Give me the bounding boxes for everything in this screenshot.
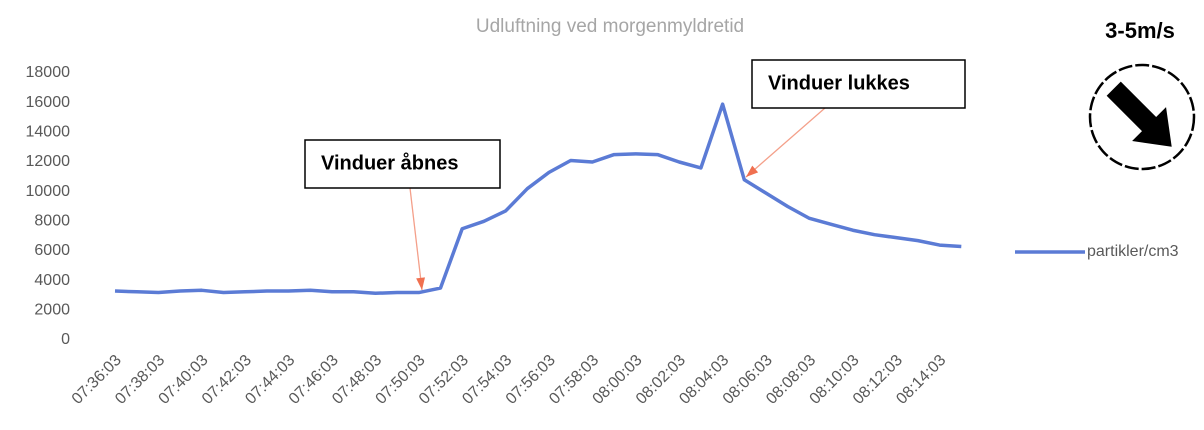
chart-title: Udluftning ved morgenmyldretid <box>476 16 744 37</box>
annotation-arrowhead <box>746 165 759 177</box>
annotation-arrow <box>745 107 826 178</box>
y-tick-label: 8000 <box>34 213 70 230</box>
annotation-text: Vinduer åbnes <box>321 151 458 174</box>
annotation-box <box>751 59 966 109</box>
y-tick-label: 0 <box>61 331 70 348</box>
y-tick-label: 4000 <box>34 272 70 289</box>
y-tick-label: 6000 <box>34 242 70 259</box>
annotation-arrow <box>409 187 423 291</box>
data-line <box>114 102 962 296</box>
annotation-arrowhead <box>416 277 426 290</box>
y-tick-label: 2000 <box>34 302 70 319</box>
annotation-box <box>304 139 501 189</box>
wind-arrow <box>1106 81 1172 147</box>
wind-circle <box>1088 63 1196 171</box>
y-tick-label: 10000 <box>26 183 71 200</box>
y-tick-label: 12000 <box>26 153 71 170</box>
annotation-text: Vinduer lukkes <box>768 72 910 94</box>
y-tick-label: 14000 <box>26 124 71 141</box>
y-tick-label: 16000 <box>26 94 71 111</box>
y-tick-label: 18000 <box>26 64 71 81</box>
legend-label: partikler/cm3 <box>1087 243 1179 260</box>
wind-arrow-shape <box>1106 81 1172 147</box>
wind-label: 3-5m/s <box>1105 18 1175 43</box>
